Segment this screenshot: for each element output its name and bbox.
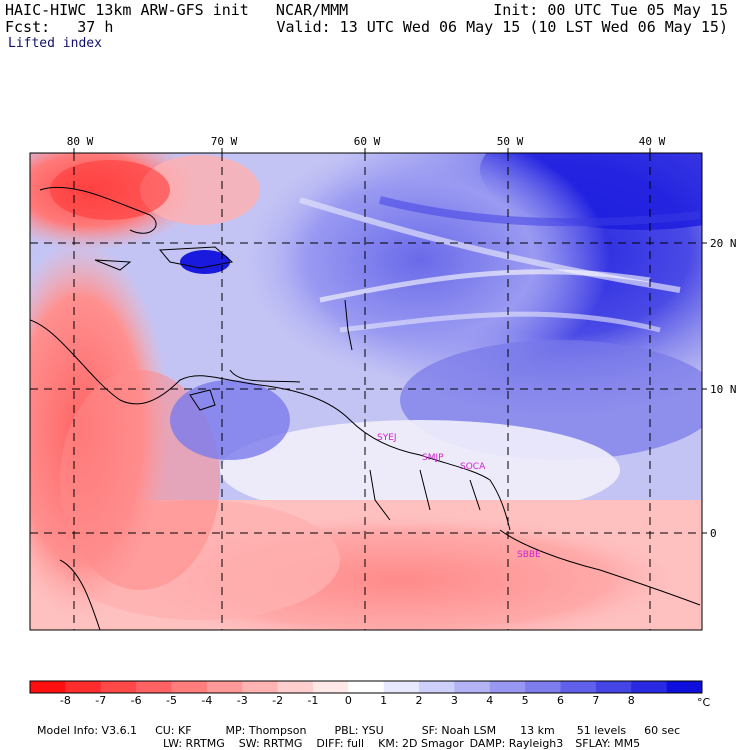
longwave-scheme: LW: RRTMG: [163, 737, 225, 750]
colorbar-swatch: [631, 681, 668, 693]
lat-label: 0: [710, 527, 717, 540]
model-title: HAIC-HIWC 13km ARW-GFS init NCAR/MMM: [5, 1, 349, 19]
colorbar-swatch: [454, 681, 491, 693]
colorbar-swatch: [595, 681, 632, 693]
colorbar-tick-label: -4: [201, 694, 213, 707]
colorbar-tick-label: -8: [59, 694, 71, 707]
colorbar: [29, 680, 703, 694]
lon-label: 50 W: [497, 135, 524, 148]
colorbar-tick-label: 4: [486, 694, 494, 707]
colorbar-tick-label: 6: [557, 694, 565, 707]
colorbar-swatch: [525, 681, 562, 693]
shortwave-scheme: SW: RRTMG: [238, 737, 303, 750]
colorbar-tick-label: -1: [307, 694, 319, 707]
colorbar-swatch: [419, 681, 455, 693]
colorbar-swatch: [666, 681, 703, 693]
damping-setting: DAMP: Rayleigh3: [469, 737, 564, 750]
footer-line-1: Model Info: V3.6.1 CU: KF MP: Thompson PBL:…: [30, 711, 680, 737]
colorbar-frame: [29, 680, 703, 694]
surface-layer-scheme: SFLAY: MM5: [575, 737, 641, 750]
colorbar-swatch: [136, 681, 172, 693]
field-shading: [30, 153, 702, 630]
map-frame: [29, 152, 703, 631]
coastlines: [30, 186, 701, 630]
colorbar-tick-label: 1: [380, 694, 388, 707]
valid-time: Valid: 13 UTC Wed 06 May 15 (10 LST Wed …: [276, 18, 728, 36]
grid-spacing: 13 km: [520, 724, 555, 737]
station-label: SBBE: [517, 550, 541, 560]
colorbar-swatch: [30, 681, 66, 693]
model-info: Model Info: V3.6.1: [37, 724, 138, 737]
colorbar-swatch: [560, 681, 597, 693]
colorbar-tick-label: -3: [236, 694, 248, 707]
colorbar-tick-label: -5: [165, 694, 177, 707]
graticule: [30, 153, 702, 630]
station-label: SYEJ: [377, 433, 397, 443]
forecast-hour: Fcst: 37 h: [5, 18, 114, 36]
station-label: SOCA: [460, 462, 486, 472]
colorbar-tick-label: 5: [521, 694, 529, 707]
colorbar-tick-label: 0: [344, 694, 352, 707]
colorbar-tick-label: -7: [95, 694, 107, 707]
lat-label: 10 N: [710, 383, 737, 396]
lon-label: 80 W: [67, 135, 94, 148]
diffusion-setting: DIFF: full: [316, 737, 365, 750]
frame-ticks: [73, 148, 707, 534]
colorbar-swatch: [242, 681, 279, 693]
vertical-levels: 51 levels: [576, 724, 627, 737]
lon-label: 40 W: [639, 135, 666, 148]
station-label: SMJP: [422, 453, 444, 463]
lon-label: 70 W: [211, 135, 238, 148]
colorbar-swatch: [312, 681, 349, 693]
lat-label: 20 N: [710, 237, 737, 250]
colorbar-swatch: [100, 681, 137, 693]
colorbar-swatch: [489, 681, 526, 693]
colorbar-swatch: [277, 681, 314, 693]
cumulus-scheme: CU: KF: [155, 724, 192, 737]
colorbar-tick-label: 3: [450, 694, 458, 707]
colorbar-swatch: [348, 681, 385, 693]
colorbar-swatch: [171, 681, 208, 693]
field-name: Lifted index: [8, 36, 102, 51]
surface-scheme: SF: Noah LSM: [421, 724, 497, 737]
colorbar-tick-label: 7: [592, 694, 600, 707]
colorbar-swatch: [206, 681, 243, 693]
eddy-coefficient: KM: 2D Smagor: [378, 737, 464, 750]
colorbar-unit: °C: [697, 696, 711, 709]
init-time: Init: 00 UTC Tue 05 May 15: [493, 1, 728, 19]
colorbar-tick-label: -6: [130, 694, 142, 707]
footer-line-2: LW: RRTMG SW: RRTMG DIFF: full KM: 2D Smago…: [156, 724, 640, 750]
time-step: 60 sec: [644, 724, 681, 737]
colorbar-swatch: [383, 681, 420, 693]
pbl-scheme: PBL: YSU: [334, 724, 384, 737]
colorbar-tick-label: -2: [272, 694, 284, 707]
colorbar-swatch: [65, 681, 102, 693]
lon-label: 60 W: [354, 135, 381, 148]
colorbar-tick-label: 8: [627, 694, 635, 707]
microphysics-scheme: MP: Thompson: [225, 724, 307, 737]
colorbar-tick-label: 2: [415, 694, 423, 707]
